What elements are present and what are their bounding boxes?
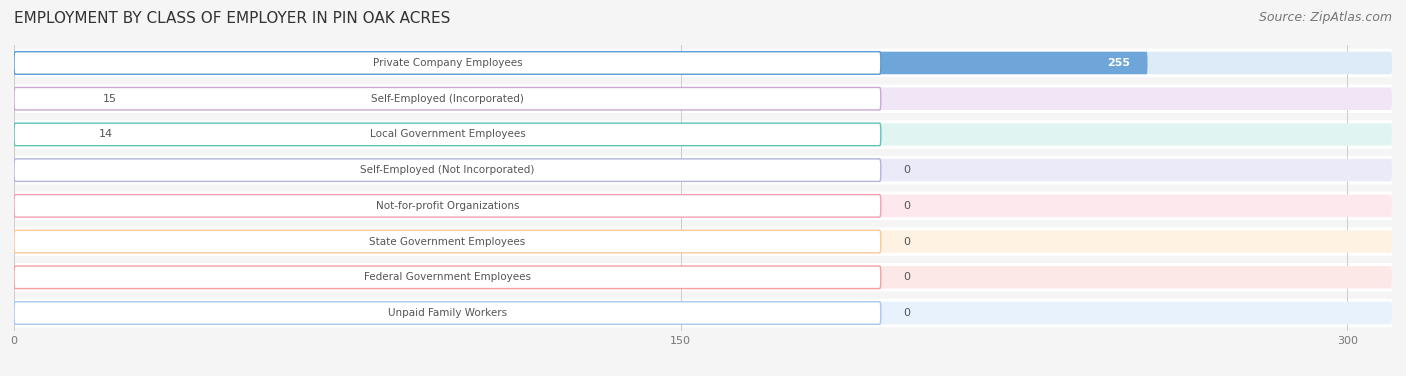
- Text: 0: 0: [903, 272, 910, 282]
- Text: 15: 15: [103, 94, 117, 104]
- Text: Federal Government Employees: Federal Government Employees: [364, 272, 531, 282]
- Text: Not-for-profit Organizations: Not-for-profit Organizations: [375, 201, 519, 211]
- Text: State Government Employees: State Government Employees: [370, 237, 526, 247]
- Text: EMPLOYMENT BY CLASS OF EMPLOYER IN PIN OAK ACRES: EMPLOYMENT BY CLASS OF EMPLOYER IN PIN O…: [14, 11, 450, 26]
- FancyBboxPatch shape: [14, 123, 1392, 146]
- FancyBboxPatch shape: [14, 156, 1392, 185]
- FancyBboxPatch shape: [14, 123, 76, 146]
- FancyBboxPatch shape: [14, 302, 1392, 324]
- FancyBboxPatch shape: [14, 266, 1392, 288]
- FancyBboxPatch shape: [14, 120, 1392, 149]
- FancyBboxPatch shape: [14, 49, 1392, 77]
- FancyBboxPatch shape: [14, 52, 1392, 74]
- FancyBboxPatch shape: [14, 195, 880, 217]
- FancyBboxPatch shape: [14, 299, 1392, 327]
- Text: Unpaid Family Workers: Unpaid Family Workers: [388, 308, 508, 318]
- FancyBboxPatch shape: [14, 159, 880, 181]
- Text: 0: 0: [903, 201, 910, 211]
- FancyBboxPatch shape: [14, 88, 880, 110]
- FancyBboxPatch shape: [14, 88, 80, 110]
- FancyBboxPatch shape: [14, 52, 880, 74]
- Text: 0: 0: [903, 237, 910, 247]
- FancyBboxPatch shape: [14, 227, 1392, 256]
- FancyBboxPatch shape: [14, 159, 1392, 181]
- Text: Private Company Employees: Private Company Employees: [373, 58, 522, 68]
- FancyBboxPatch shape: [14, 195, 1392, 217]
- Text: 0: 0: [903, 308, 910, 318]
- FancyBboxPatch shape: [14, 266, 880, 288]
- FancyBboxPatch shape: [14, 230, 1392, 253]
- FancyBboxPatch shape: [14, 230, 880, 253]
- FancyBboxPatch shape: [14, 192, 1392, 220]
- Text: 255: 255: [1107, 58, 1129, 68]
- FancyBboxPatch shape: [14, 123, 880, 146]
- FancyBboxPatch shape: [14, 84, 1392, 113]
- Text: Self-Employed (Not Incorporated): Self-Employed (Not Incorporated): [360, 165, 534, 175]
- FancyBboxPatch shape: [14, 88, 1392, 110]
- Text: Local Government Employees: Local Government Employees: [370, 129, 526, 139]
- Text: 14: 14: [98, 129, 112, 139]
- Text: Source: ZipAtlas.com: Source: ZipAtlas.com: [1258, 11, 1392, 24]
- FancyBboxPatch shape: [14, 302, 880, 324]
- Text: 0: 0: [903, 165, 910, 175]
- FancyBboxPatch shape: [14, 52, 1147, 74]
- Text: Self-Employed (Incorporated): Self-Employed (Incorporated): [371, 94, 524, 104]
- FancyBboxPatch shape: [14, 263, 1392, 292]
